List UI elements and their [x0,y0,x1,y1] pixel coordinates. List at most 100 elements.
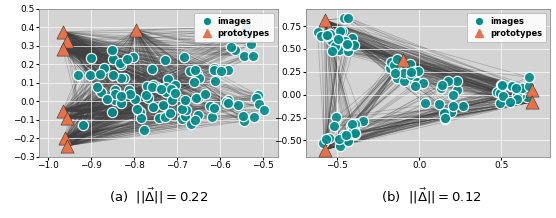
Point [93,86,102,89]
Point [125,89,133,92]
Point [390,64,399,67]
Point [390,71,399,74]
Point [209,106,218,109]
Point [157,88,166,91]
Point [437,83,446,87]
Point [452,88,461,92]
Point [350,123,359,126]
Point [62,144,71,148]
Point [205,104,214,108]
Point [525,84,534,87]
Point [527,89,536,92]
Point [344,44,353,47]
Point [398,59,407,62]
Point [194,113,203,117]
Point [62,116,71,120]
Point [345,132,354,136]
Point [58,47,67,50]
Point [144,97,153,100]
Point [243,32,252,36]
Point [499,94,508,98]
Point [111,99,120,102]
Point [234,103,242,107]
Point [441,116,450,120]
Point [331,116,340,119]
Point [334,48,343,52]
Point [207,115,216,118]
Point [62,39,71,43]
Point [327,38,336,42]
Point [109,58,118,61]
Point [322,35,331,38]
Point [411,69,420,72]
Point [497,85,506,88]
Point [158,103,167,107]
Point [165,111,174,115]
Point [180,99,189,102]
Point [58,30,67,34]
Point [313,30,322,34]
Point [78,124,87,127]
Point [155,117,163,120]
Point [499,98,508,102]
Point [508,84,517,87]
Point [341,133,350,136]
Point [497,83,506,87]
Point [419,81,428,84]
Point [117,76,126,80]
Point [193,96,202,100]
Point [60,137,69,140]
Point [142,93,151,97]
Point [406,73,415,77]
Point [328,49,337,53]
Point [210,66,219,70]
Point [239,114,247,118]
Point [181,114,190,118]
Point [179,55,188,59]
Point [393,77,402,80]
Point [231,48,240,52]
Point [439,111,448,114]
Point [192,72,201,76]
Point [191,69,200,72]
Point [458,105,467,108]
Point [323,33,332,36]
Point [405,62,414,65]
Point [343,42,352,46]
Legend: images, prototypes: images, prototypes [194,13,274,42]
Point [153,85,162,89]
Point [97,90,106,94]
Point [399,71,408,74]
Point [122,57,131,60]
Point [171,83,180,86]
Point [335,138,344,141]
Point [322,138,331,141]
Point [317,34,326,37]
Point [346,133,355,136]
Point [186,69,195,73]
Point [348,126,356,129]
Point [512,97,521,100]
Point [119,76,128,80]
Point [515,93,524,97]
Point [336,45,345,48]
Point [350,132,359,135]
Point [103,98,112,101]
Point [129,56,138,59]
Point [191,97,200,100]
Point [325,32,334,35]
Point [336,144,345,148]
Point [440,118,449,121]
Point [209,68,218,72]
Point [240,54,249,58]
Point [342,44,351,47]
Point [335,30,344,33]
Point [421,101,430,105]
Point [335,34,344,37]
Point [444,79,453,83]
Point [340,133,349,137]
Point [337,29,346,33]
Point [148,86,157,89]
Point [167,98,176,102]
Point [111,92,120,96]
